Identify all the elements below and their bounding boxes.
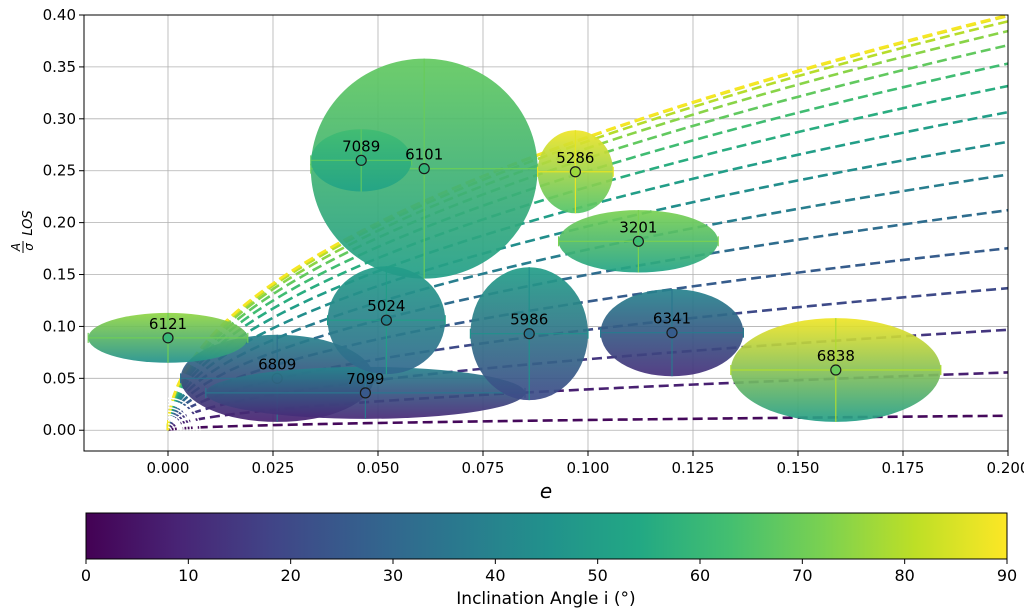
origin-arc	[167, 397, 201, 431]
y-tick-label: 0.15	[43, 266, 76, 284]
data-point-label: 5986	[510, 311, 548, 329]
y-tick-label: 0.30	[43, 110, 76, 128]
y-tick-label: 0.00	[43, 421, 76, 439]
data-point-marker	[418, 163, 430, 175]
colorbar-label: Inclination Angle i (°)	[456, 589, 635, 609]
x-tick-label: 0.150	[777, 459, 820, 477]
origin-arc	[167, 423, 176, 431]
data-point-marker	[569, 166, 582, 178]
origin-arc	[167, 410, 188, 431]
data-point-marker	[162, 332, 174, 344]
y-axis-ticks: 0.00 0.05 0.10 0.15 0.20 0.25 0.30 0.35 0.40	[43, 6, 84, 439]
data-point-marker	[666, 327, 678, 339]
y-tick-label: 0.10	[43, 317, 76, 335]
origin-arc	[167, 403, 195, 431]
data-point-label: 7099	[346, 370, 384, 388]
y-tick-label: 0.05	[43, 369, 76, 387]
x-tick-label: 0.125	[672, 459, 715, 477]
origin-arc	[167, 416, 182, 431]
data-point-marker	[359, 387, 371, 399]
y-axis-label-subscript: LOS	[21, 210, 36, 235]
y-tick-label: 0.35	[43, 58, 76, 76]
colorbar-tick-label: 90	[997, 566, 1017, 585]
y-axis-label: A σ LOS	[9, 210, 36, 253]
data-point-label: 6838	[817, 347, 855, 365]
x-tick-label: 0.200	[987, 459, 1024, 477]
plot-frame	[83, 14, 1009, 452]
data-point-marker	[355, 154, 367, 166]
colorbar-tick-label: 20	[280, 566, 300, 585]
x-axis-ticks: 0.000 0.025 0.050 0.075 0.100 0.125 0.150 0.175…	[147, 451, 1024, 477]
data-point-marker	[523, 328, 535, 340]
data-points	[87, 58, 942, 422]
colorbar-tick-label: 10	[178, 566, 198, 585]
point-labels: 6101 6838 6809 7099 5986 5024 6341 3201 6121 7089…	[149, 137, 855, 388]
y-axis-label-denominator: σ	[22, 243, 36, 251]
data-point-label: 7089	[342, 137, 380, 155]
colorbar-tick-label: 30	[383, 566, 403, 585]
x-tick-label: 0.025	[252, 459, 295, 477]
x-tick-label: 0.175	[882, 459, 925, 477]
data-point-label: 6121	[149, 315, 187, 333]
colorbar-tick-label: 60	[690, 566, 710, 585]
data-point-label: 5024	[367, 297, 405, 315]
y-tick-label: 0.40	[43, 6, 76, 24]
y-tick-label: 0.25	[43, 162, 76, 180]
origin-arc	[167, 400, 198, 431]
y-tick-label: 0.20	[43, 214, 76, 232]
data-point-label: 3201	[619, 218, 657, 236]
origin-arc	[167, 413, 185, 431]
data-point-marker	[380, 314, 392, 326]
data-point-marker	[830, 364, 842, 376]
data-point-label: 5286	[556, 149, 594, 167]
data-point-label: 6341	[653, 310, 691, 328]
data-point-label: 6101	[405, 146, 443, 164]
data-point-label: 6809	[258, 355, 296, 373]
inclination-curve	[166, 246, 1008, 431]
data-point-marker	[632, 235, 645, 247]
origin-arc	[167, 407, 192, 431]
x-axis-label: e	[540, 479, 552, 503]
x-tick-label: 0.100	[567, 459, 610, 477]
y-axis-label-numerator: A	[9, 243, 23, 252]
origin-arc	[167, 426, 172, 431]
colorbar-tick-label: 70	[792, 566, 812, 585]
colorbar	[85, 512, 1008, 560]
x-tick-label: 0.050	[357, 459, 400, 477]
colorbar-tick-label: 50	[587, 566, 607, 585]
colorbar-tick-label: 40	[485, 566, 505, 585]
x-tick-label: 0.000	[147, 459, 190, 477]
x-tick-label: 0.075	[462, 459, 505, 477]
inclination-curve	[166, 414, 1008, 432]
colorbar-ticks: 0 10 20 30 40 50 60 70 80 90	[81, 559, 1017, 585]
origin-arc	[167, 419, 179, 431]
colorbar-tick-label: 0	[81, 566, 91, 585]
colorbar-tick-label: 80	[894, 566, 914, 585]
